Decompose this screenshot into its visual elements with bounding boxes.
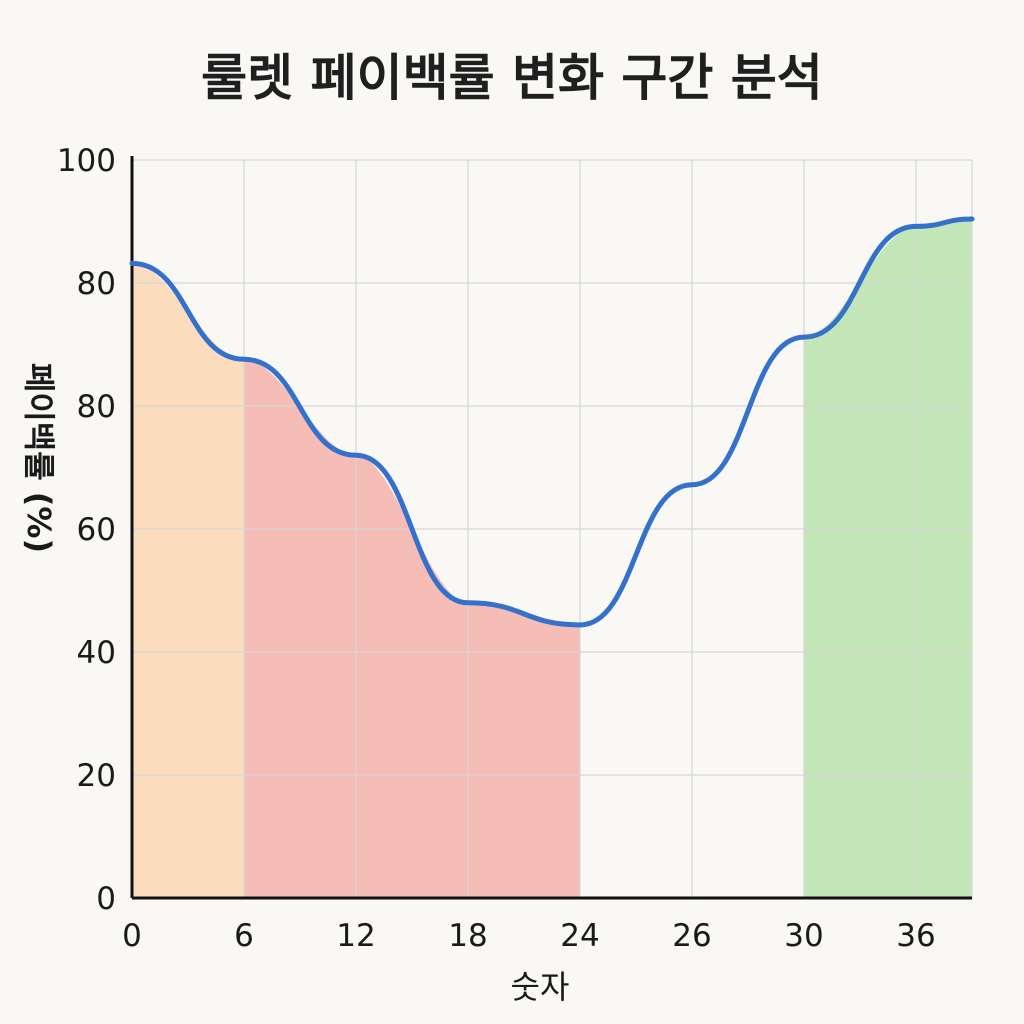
x-tick-label: 18	[448, 918, 487, 954]
y-tick-label: 80	[77, 266, 116, 302]
x-tick-label: 26	[672, 918, 711, 954]
x-tick-label: 30	[784, 918, 823, 954]
series-group	[129, 216, 975, 628]
y-axis-label: 페이백률 (%)	[20, 363, 58, 553]
y-tick-labels: 0 20 40 60 80 80 100	[57, 143, 116, 917]
y-tick-label: 0	[96, 881, 116, 917]
shaded-region-2	[804, 219, 972, 899]
shaded-regions	[132, 219, 972, 899]
shaded-region-1	[244, 359, 580, 898]
y-tick-label: 20	[77, 758, 116, 794]
x-tick-label: 36	[896, 918, 935, 954]
series-line	[129, 216, 975, 628]
chart-title: 룰렛 페이백률 변화 구간 분석	[201, 49, 823, 107]
grid-lines	[131, 159, 973, 899]
y-tick-label: 80	[77, 389, 116, 425]
x-axis-label: 숫자	[511, 968, 570, 1006]
x-tick-label: 6	[234, 918, 254, 954]
x-tick-label: 24	[560, 918, 599, 954]
x-tick-label: 0	[122, 918, 142, 954]
axes	[130, 156, 972, 900]
x-tick-labels: 0 6 12 18 24 26 30 36	[122, 918, 936, 954]
y-tick-label: 100	[57, 143, 116, 179]
x-tick-label: 12	[336, 918, 375, 954]
y-tick-label: 60	[77, 512, 116, 548]
y-tick-label: 40	[77, 635, 116, 671]
shaded-region-0	[132, 263, 244, 898]
